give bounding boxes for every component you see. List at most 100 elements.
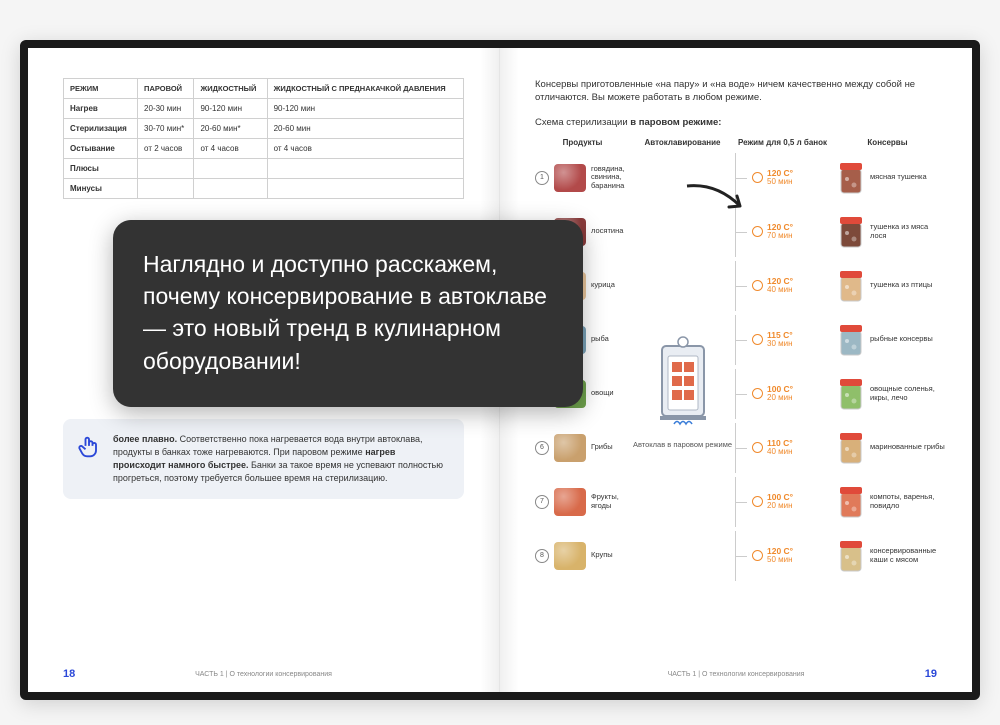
- food-icon: [554, 434, 586, 462]
- chapter-footer: ЧАСТЬ 1 | О технологии консервирования: [195, 671, 332, 678]
- jar-icon: [838, 215, 864, 249]
- table-header: РЕЖИМ: [64, 79, 138, 99]
- page-number: 18: [63, 668, 75, 680]
- promo-overlay: Наглядно и доступно расскажем, почему ко…: [113, 220, 583, 407]
- regime-row: 110 С° 40 мин: [735, 423, 830, 473]
- autoclave-label: Автоклав в паровом режиме: [633, 440, 732, 449]
- jar-icon: [838, 323, 864, 357]
- number-circle: 8: [535, 549, 549, 563]
- col-head-autoclave: Автоклавирование: [630, 138, 735, 153]
- temperature-icon: [752, 442, 763, 453]
- regime-row: 115 С° 30 мин: [735, 315, 830, 365]
- can-row: рыбные консервы: [830, 315, 945, 365]
- temperature-icon: [752, 280, 763, 291]
- food-icon: [554, 488, 586, 516]
- table-cell: от 4 часов: [267, 139, 463, 159]
- table-row: Минусы: [64, 179, 464, 199]
- jar-icon: [838, 161, 864, 195]
- product-label: Фрукты, ягоды: [591, 493, 630, 510]
- regime-time: 20 мин: [767, 502, 793, 511]
- modes-table: РЕЖИМПАРОВОЙЖИДКОСТНЫЙЖИДКОСТНЫЙ С ПРЕДН…: [63, 78, 464, 199]
- table-header: ПАРОВОЙ: [138, 79, 194, 99]
- table-cell: [194, 159, 267, 179]
- regime-time: 50 мин: [767, 178, 793, 187]
- table-cell: Стерилизация: [64, 119, 138, 139]
- can-row: мясная тушенка: [830, 153, 945, 203]
- temperature-icon: [752, 388, 763, 399]
- product-row: 1 говядина, свинина, баранина: [535, 153, 630, 203]
- table-cell: Минусы: [64, 179, 138, 199]
- table-cell: 20-60 мин*: [194, 119, 267, 139]
- number-circle: 1: [535, 171, 549, 185]
- pointing-hand-icon: [75, 433, 103, 461]
- regime-row: 100 С° 20 мин: [735, 477, 830, 527]
- temperature-icon: [752, 334, 763, 345]
- food-icon: [554, 542, 586, 570]
- table-cell: Остывание: [64, 139, 138, 159]
- regime-time: 50 мин: [767, 556, 793, 565]
- col-head-regime: Режим для 0,5 л банок: [735, 138, 830, 153]
- can-row: тушенка из птицы: [830, 261, 945, 311]
- regime-time: 30 мин: [767, 340, 793, 349]
- table-cell: [138, 179, 194, 199]
- product-row: 6 Грибы: [535, 423, 630, 473]
- regime-row: 120 С° 50 мин: [735, 531, 830, 581]
- product-label: Грибы: [591, 443, 613, 451]
- table-header: ЖИДКОСТНЫЙ С ПРЕДНАКАЧКОЙ ДАВЛЕНИЯ: [267, 79, 463, 99]
- table-cell: Нагрев: [64, 99, 138, 119]
- can-row: овощные соленья, икры, лечо: [830, 369, 945, 419]
- table-cell: 30-70 мин*: [138, 119, 194, 139]
- regime-time: 40 мин: [767, 448, 793, 457]
- jar-icon: [838, 539, 864, 573]
- table-cell: Плюсы: [64, 159, 138, 179]
- product-label: рыба: [591, 335, 609, 343]
- col-head-cans: Консервы: [830, 138, 945, 153]
- can-row: консервированные каши с мясом: [830, 531, 945, 581]
- col-head-products: Продукты: [535, 138, 630, 153]
- tip-box: более плавно. Соответственно пока нагрев…: [63, 419, 464, 499]
- temperature-icon: [752, 496, 763, 507]
- product-row: 8 Крупы: [535, 531, 630, 581]
- can-label: тушенка из птицы: [870, 281, 932, 289]
- product-label: овощи: [591, 389, 614, 397]
- jar-icon: [838, 269, 864, 303]
- can-label: маринованные грибы: [870, 443, 945, 451]
- product-row: 7 Фрукты, ягоды: [535, 477, 630, 527]
- regime-row: 100 С° 20 мин: [735, 369, 830, 419]
- can-row: компоты, варенья, повидло: [830, 477, 945, 527]
- jar-icon: [838, 485, 864, 519]
- product-label: говядина, свинина, баранина: [591, 165, 630, 190]
- can-label: овощные соленья, икры, лечо: [870, 385, 945, 402]
- page-number: 19: [925, 668, 937, 680]
- table-row: Плюсы: [64, 159, 464, 179]
- number-circle: 6: [535, 441, 549, 455]
- hand-arrow-icon: [682, 178, 752, 218]
- table-cell: 90-120 мин: [267, 99, 463, 119]
- autoclave-icon: [652, 334, 714, 434]
- table-cell: 90-120 мин: [194, 99, 267, 119]
- can-label: компоты, варенья, повидло: [870, 493, 945, 510]
- regime-time: 20 мин: [767, 394, 793, 403]
- table-cell: [267, 159, 463, 179]
- table-cell: [267, 179, 463, 199]
- regime-time: 70 мин: [767, 232, 793, 241]
- product-label: Крупы: [591, 551, 613, 559]
- regime-row: 120 С° 40 мин: [735, 261, 830, 311]
- can-label: рыбные консервы: [870, 335, 933, 343]
- table-cell: [194, 179, 267, 199]
- scheme-title: Схема стерилизации в паровом режиме:: [535, 117, 937, 128]
- can-row: тушенка из мяса лося: [830, 207, 945, 257]
- table-cell: от 2 часов: [138, 139, 194, 159]
- temperature-icon: [752, 172, 763, 183]
- intro-text: Консервы приготовленные «на пару» и «на …: [535, 78, 937, 105]
- can-row: маринованные грибы: [830, 423, 945, 473]
- table-row: Остываниеот 2 часовот 4 часовот 4 часов: [64, 139, 464, 159]
- food-icon: [554, 164, 586, 192]
- temperature-icon: [752, 550, 763, 561]
- chapter-footer: ЧАСТЬ 1 | О технологии консервирования: [668, 671, 805, 678]
- can-label: консервированные каши с мясом: [870, 547, 945, 564]
- regime-time: 40 мин: [767, 286, 793, 295]
- number-circle: 7: [535, 495, 549, 509]
- table-row: Нагрев20-30 мин90-120 мин90-120 мин: [64, 99, 464, 119]
- can-label: мясная тушенка: [870, 173, 927, 181]
